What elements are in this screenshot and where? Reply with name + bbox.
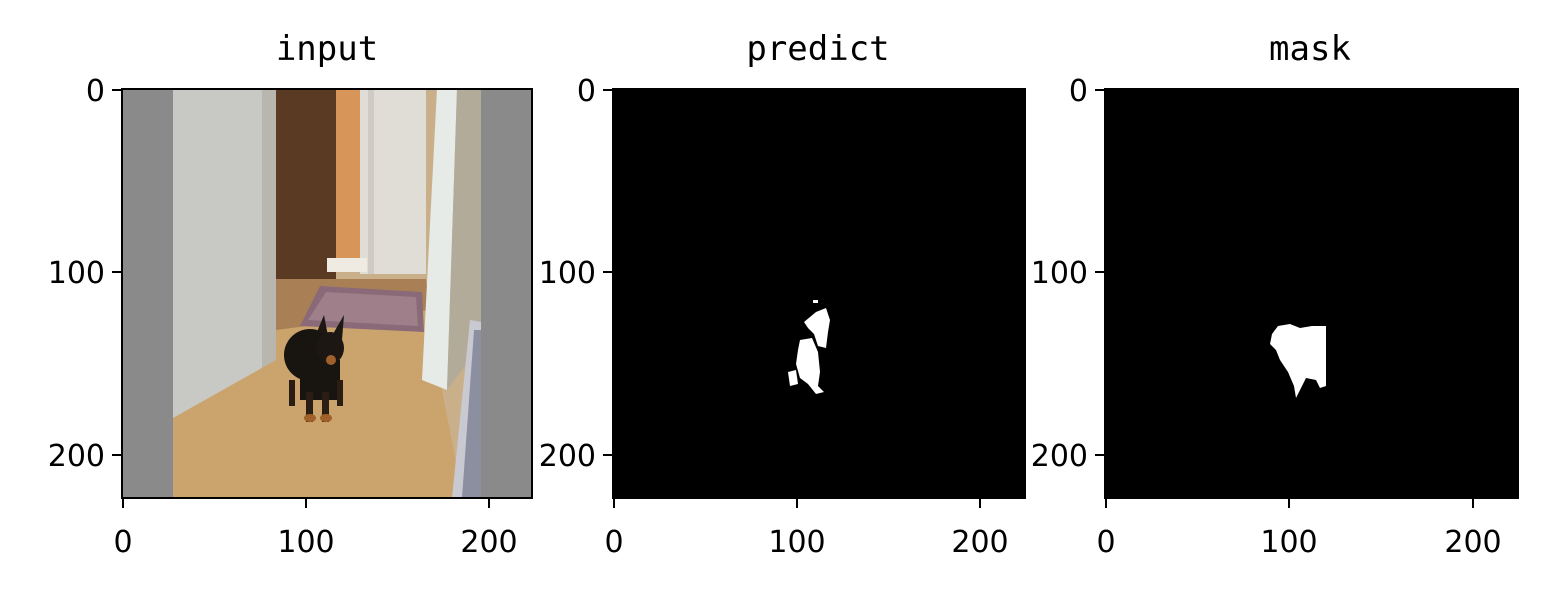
y-tick-label: 200 bbox=[539, 439, 596, 474]
x-tick-label: 200 bbox=[1444, 525, 1501, 560]
y-tick-label: 0 bbox=[577, 74, 596, 109]
x-axis: 0 100 200 bbox=[604, 498, 1009, 560]
dog bbox=[284, 315, 344, 422]
orange-wall bbox=[336, 89, 360, 264]
x-tick-label: 200 bbox=[951, 525, 1008, 560]
y-axis: 0 100 200 bbox=[539, 74, 613, 474]
axes-frame bbox=[1104, 88, 1519, 499]
y-axis: 0 100 200 bbox=[1031, 74, 1105, 474]
panel-mask: mask 0 100 200 0 100 200 bbox=[1031, 29, 1519, 560]
x-axis: 0 100 200 bbox=[113, 498, 518, 560]
left-wall bbox=[173, 89, 268, 418]
predicted-region bbox=[788, 300, 830, 394]
right-door-frame bbox=[422, 89, 457, 390]
y-tick-label: 0 bbox=[1069, 74, 1088, 109]
panel-input: input bbox=[48, 29, 533, 560]
y-tick-label: 100 bbox=[48, 256, 105, 291]
axes-frame bbox=[121, 88, 533, 499]
y-tick-label: 200 bbox=[48, 439, 105, 474]
x-tick-label: 100 bbox=[768, 525, 825, 560]
hallway-dark bbox=[276, 89, 336, 279]
x-tick-label: 0 bbox=[113, 525, 132, 560]
x-axis: 0 100 200 bbox=[1096, 498, 1502, 560]
x-tick-label: 100 bbox=[1260, 525, 1317, 560]
input-photo bbox=[122, 89, 532, 498]
ground-truth-mask-image bbox=[1105, 89, 1518, 498]
x-tick-label: 0 bbox=[604, 525, 623, 560]
x-tick-label: 100 bbox=[277, 525, 334, 560]
ground-truth-region bbox=[1270, 324, 1326, 398]
panel-title: predict bbox=[746, 29, 889, 69]
y-tick-label: 0 bbox=[86, 74, 105, 109]
y-tick-label: 200 bbox=[1031, 439, 1088, 474]
panel-predict: predict 0 100 200 0 100 200 bbox=[539, 29, 1026, 560]
y-tick-label: 100 bbox=[539, 256, 596, 291]
x-tick-label: 200 bbox=[460, 525, 517, 560]
x-tick-label: 0 bbox=[1096, 525, 1115, 560]
axes-frame bbox=[612, 88, 1026, 499]
y-axis: 0 100 200 bbox=[48, 74, 122, 474]
panel-title: mask bbox=[1269, 29, 1351, 69]
panel-title: input bbox=[276, 29, 378, 69]
y-tick-label: 100 bbox=[1031, 256, 1088, 291]
predict-mask-image bbox=[613, 89, 1025, 498]
